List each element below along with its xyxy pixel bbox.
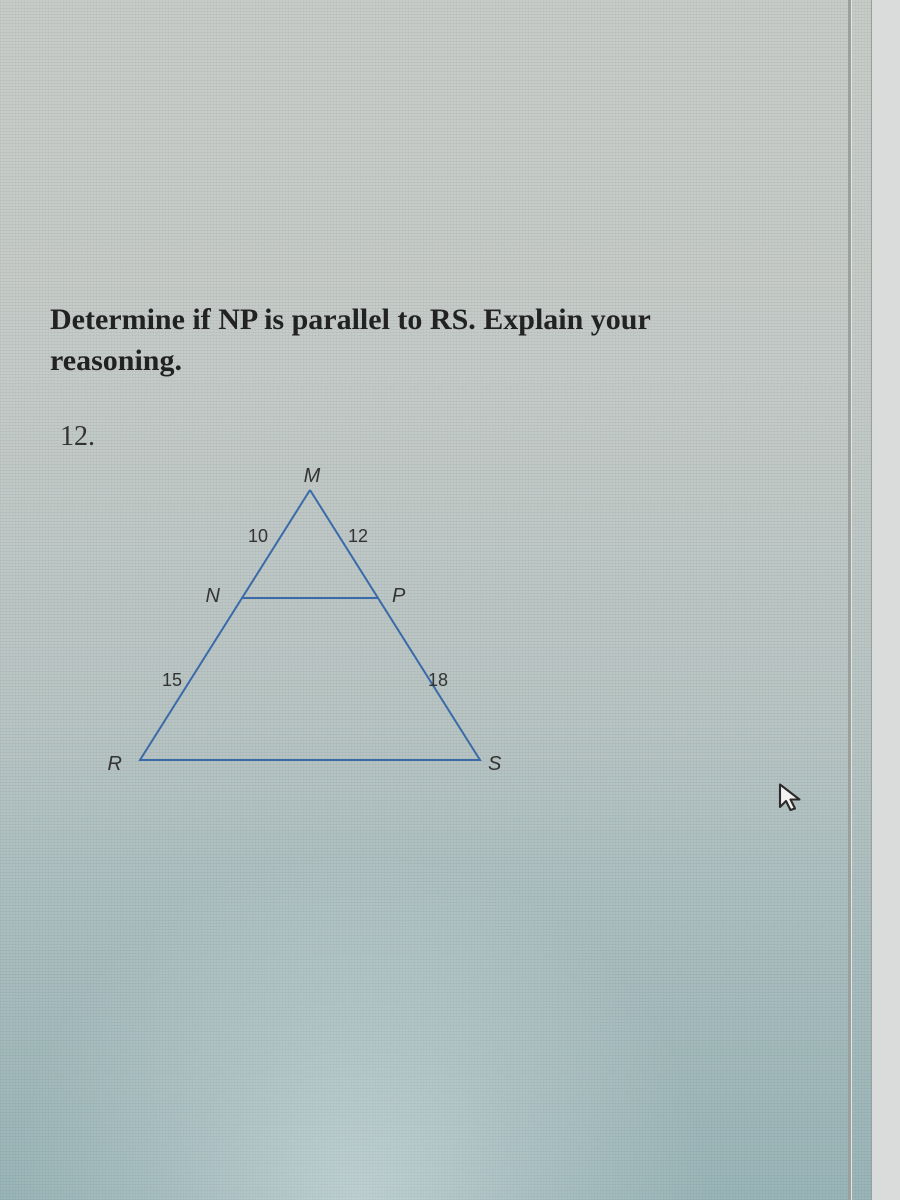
geometry-figure: M N P R S 10 12 15 18: [80, 460, 540, 800]
triangle-outline: [140, 490, 480, 760]
scrollbar-track[interactable]: [871, 0, 900, 1200]
label-S: S: [488, 753, 502, 775]
value-MP: 12: [348, 526, 368, 546]
question-number: 12.: [60, 421, 780, 453]
value-NR: 15: [162, 670, 182, 690]
label-R: R: [108, 753, 122, 775]
cursor-icon: [774, 780, 810, 816]
document-page: Determine if NP is parallel to RS. Expla…: [50, 300, 780, 453]
value-PS: 18: [428, 670, 448, 690]
label-N: N: [206, 585, 221, 607]
value-MN: 10: [248, 526, 268, 546]
label-P: P: [392, 585, 406, 607]
label-M: M: [304, 465, 321, 487]
question-prompt: Determine if NP is parallel to RS. Expla…: [50, 300, 780, 381]
pane-divider: [848, 0, 852, 1200]
